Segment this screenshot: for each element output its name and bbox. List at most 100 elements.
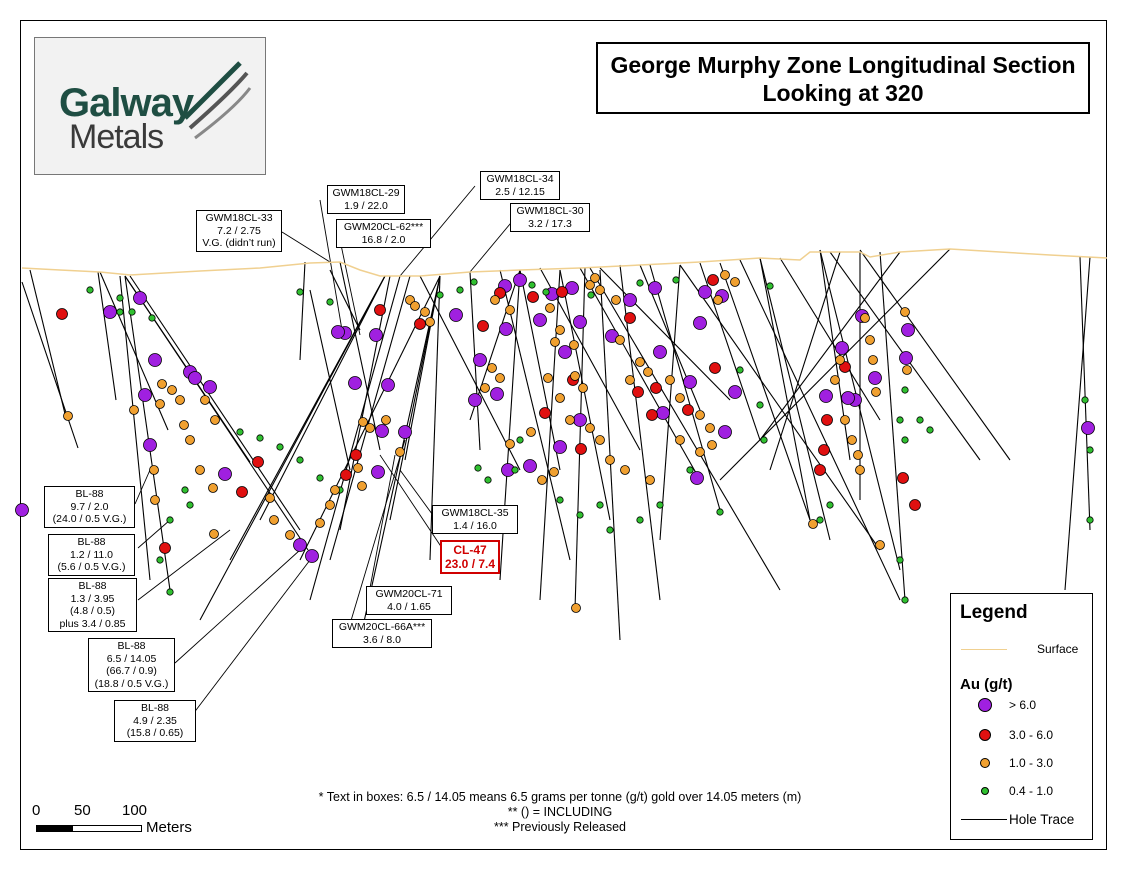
- hole-trace: [759, 257, 831, 541]
- class-symbol-1-3: [980, 758, 990, 768]
- assay-1-3: [200, 395, 210, 405]
- assay-04-1: [686, 466, 694, 474]
- callout-bl88b: BL-88 1.2 / 11.0 (5.6 / 0.5 V.G.): [48, 534, 135, 576]
- title-line-2: Looking at 320: [762, 80, 924, 106]
- assay-04-1: [181, 486, 189, 494]
- assay-1-3: [358, 417, 368, 427]
- hole-trace: [119, 275, 151, 581]
- assay-gt6: [305, 549, 319, 563]
- hole-trace: [299, 261, 306, 361]
- assay-04-1: [587, 291, 595, 299]
- assay-gt6: [188, 371, 202, 385]
- assay-1-3: [695, 447, 705, 457]
- assay-gt6: [449, 308, 463, 322]
- callout-line: (4.8 / 0.5): [70, 605, 115, 617]
- callout-bl88e: BL-88 4.9 / 2.35 (15.8 / 0.65): [114, 700, 196, 742]
- assay-04-1: [656, 501, 664, 509]
- callout-leader: [469, 217, 516, 273]
- assay-1-3: [847, 435, 857, 445]
- class-label-1-3: 1.0 - 3.0: [1009, 756, 1054, 770]
- assay-1-3: [410, 301, 420, 311]
- assay-1-3: [611, 295, 621, 305]
- callout-line: GWM18CL-30: [516, 205, 584, 217]
- assay-1-3: [835, 355, 845, 365]
- assay-gt6: [553, 440, 567, 454]
- assay-1-3: [675, 393, 685, 403]
- assay-1-3: [157, 379, 167, 389]
- hole-trace: [309, 275, 401, 601]
- hole-trace: [769, 251, 841, 471]
- hole-trace: [759, 251, 901, 441]
- hole-trace: [259, 275, 386, 521]
- hole-trace: [599, 267, 731, 401]
- legend-title: Legend: [960, 602, 1028, 623]
- hole-trace: [339, 261, 381, 451]
- assay-gt6: [558, 345, 572, 359]
- footnote-1: * Text in boxes: 6.5 / 14.05 means 6.5 g…: [318, 790, 802, 804]
- class-symbol-3-6: [979, 729, 991, 741]
- assay-1-3: [625, 375, 635, 385]
- assay-1-3: [195, 465, 205, 475]
- assay-1-3: [208, 483, 218, 493]
- hole-trace: [589, 267, 781, 591]
- assay-3-6: [624, 312, 636, 324]
- assay-04-1: [672, 276, 680, 284]
- callout-line: (66.7 / 0.9): [106, 665, 157, 677]
- hole-trace: [389, 275, 441, 521]
- callout-leader: [189, 559, 311, 719]
- assay-3-6: [556, 286, 568, 298]
- assay-points: [15, 270, 1095, 613]
- callout-line: BL-88: [78, 580, 107, 592]
- hole-trace: [659, 264, 681, 541]
- assay-1-3: [865, 335, 875, 345]
- callout-line: (5.6 / 0.5 V.G.): [57, 561, 126, 573]
- assay-gt6: [293, 538, 307, 552]
- assay-3-6: [709, 362, 721, 374]
- callout-gwm18cl33: GWM18CL-33 7.2 / 2.75 V.G. (didn’t run): [196, 210, 282, 252]
- assay-3-6: [632, 386, 644, 398]
- assay-04-1: [926, 426, 934, 434]
- assay-gt6: [148, 353, 162, 367]
- callout-line: GWM18CL-35: [441, 507, 509, 519]
- hole-trace: [719, 248, 951, 481]
- assay-1-3: [185, 435, 195, 445]
- assay-gt6: [203, 380, 217, 394]
- assay-gt6: [693, 316, 707, 330]
- assay-1-3: [730, 277, 740, 287]
- assay-04-1: [316, 474, 324, 482]
- callout-cl47: CL-47 23.0 / 7.4: [440, 540, 500, 574]
- hole-trace: [649, 264, 721, 511]
- assay-04-1: [86, 286, 94, 294]
- assay-3-6: [575, 443, 587, 455]
- assay-1-3: [595, 435, 605, 445]
- scale-bar: 0 50 100 Meters: [32, 802, 236, 842]
- assay-gt6: [698, 285, 712, 299]
- callout-line: BL-88: [117, 640, 146, 652]
- assay-gt6: [218, 467, 232, 481]
- class-label-3-6: 3.0 - 6.0: [1009, 728, 1054, 742]
- assay-1-3: [578, 383, 588, 393]
- assay-gt6: [901, 323, 915, 337]
- assay-gt6: [513, 273, 527, 287]
- assay-04-1: [470, 278, 478, 286]
- assay-04-1: [296, 456, 304, 464]
- map-frame: [20, 20, 1107, 850]
- hole-trace-symbol: [961, 819, 1007, 820]
- assay-gt6: [835, 341, 849, 355]
- assay-gt6: [533, 313, 547, 327]
- assay-1-3: [855, 465, 865, 475]
- assay-04-1: [542, 288, 550, 296]
- scale-segment-black: [36, 825, 72, 832]
- assay-1-3: [695, 410, 705, 420]
- assay-1-3: [425, 317, 435, 327]
- assay-04-1: [166, 588, 174, 596]
- title-line-1: George Murphy Zone Longitudinal Section: [610, 52, 1076, 78]
- assay-1-3: [830, 375, 840, 385]
- assay-gt6: [103, 305, 117, 319]
- assay-1-3: [420, 307, 430, 317]
- assay-04-1: [256, 434, 264, 442]
- assay-1-3: [167, 385, 177, 395]
- assay-3-6: [340, 469, 352, 481]
- assay-gt6: [371, 465, 385, 479]
- logo-word-metals: Metals: [69, 118, 164, 156]
